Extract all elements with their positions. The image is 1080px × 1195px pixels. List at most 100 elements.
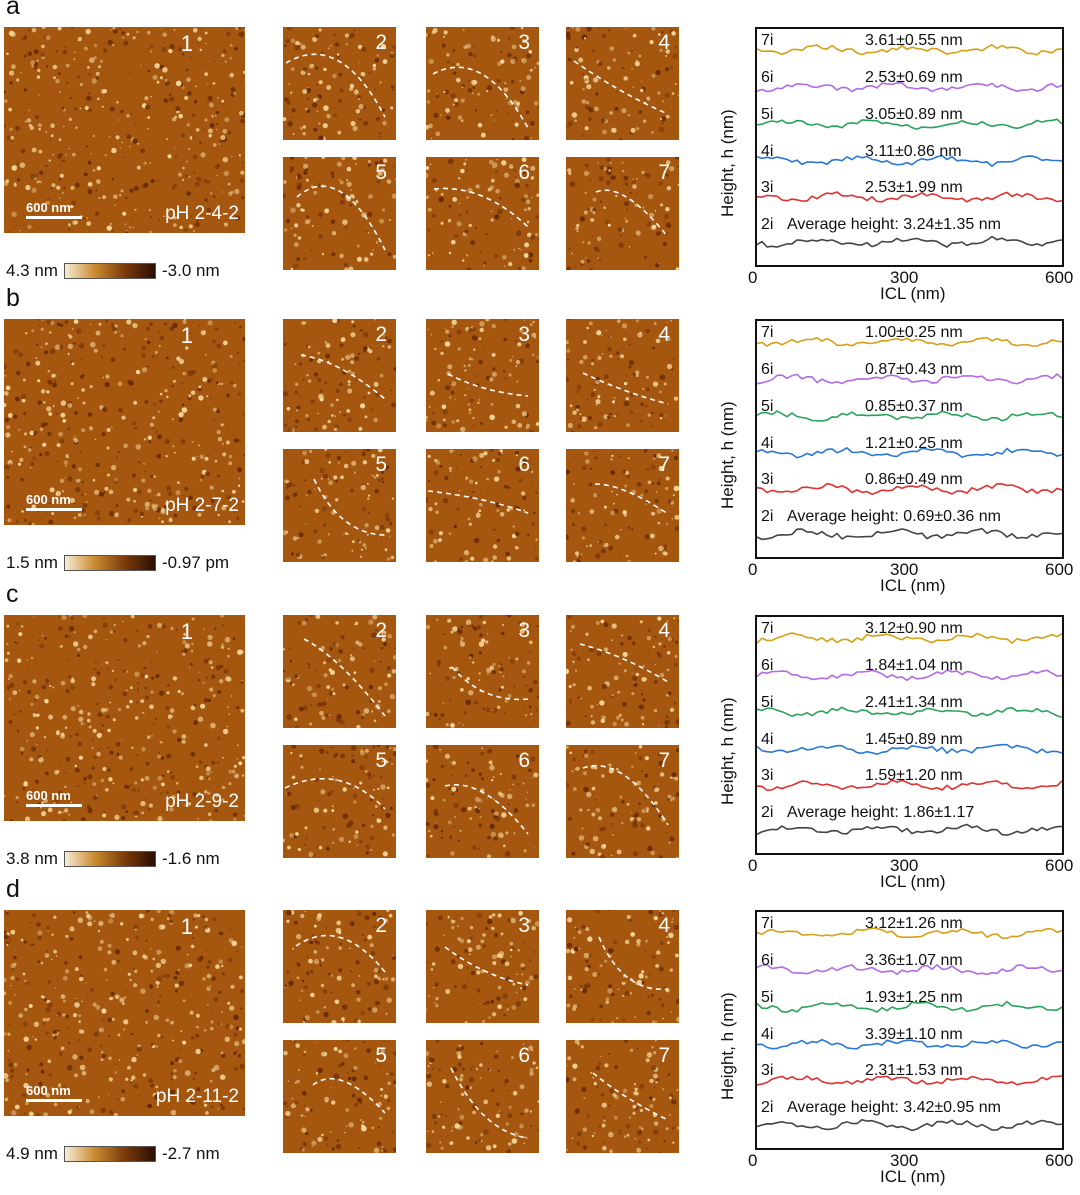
color-scale-gradient — [63, 263, 156, 279]
trace-height-value: 2.41±1.34 nm — [865, 694, 963, 711]
thumbnail-number: 4 — [658, 619, 670, 642]
trace-height-value: 1.93±1.25 nm — [865, 989, 963, 1006]
afm-main-image: 1 pH 2-7-2 600 nm — [4, 319, 245, 525]
afm-zoom-thumbnail: 2 — [283, 615, 396, 728]
y-axis-label: Height, h (nm) — [718, 992, 737, 1100]
thumbnail-number: 4 — [658, 31, 670, 54]
color-scale-min: -3.0 nm — [161, 261, 220, 280]
trace-label: 4i — [761, 1026, 774, 1043]
afm-main-image: 1 pH 2-11-2 600 nm — [4, 910, 245, 1116]
thumbnail-number: 6 — [518, 749, 530, 772]
trace-height-value: Average height: 3.42±0.95 nm — [787, 1099, 1001, 1116]
ph-label: pH 2-9-2 — [165, 791, 239, 812]
thumbnail-number: 5 — [375, 1044, 387, 1067]
panel-letter: a — [6, 0, 20, 20]
profile-line-7i — [757, 927, 1062, 940]
scale-bar-label: 600 nm — [26, 788, 71, 803]
scale-bar — [26, 216, 82, 219]
x-tick-label: 0 — [748, 560, 758, 579]
trace-height-value: 1.59±1.20 nm — [865, 767, 963, 784]
profile-traces — [757, 43, 1062, 248]
afm-zoom-thumbnail: 6 — [426, 1040, 539, 1153]
trace-label: 4i — [761, 143, 774, 160]
afm-zoom-thumbnail: 4 — [566, 910, 679, 1023]
profile-line-2i — [757, 235, 1062, 248]
thumbnail-number: 5 — [375, 749, 387, 772]
thumbnail-number: 5 — [375, 453, 387, 476]
profile-line-2i — [757, 823, 1062, 837]
panel-letter: c — [6, 580, 19, 608]
scale-bar — [26, 508, 82, 511]
image-number-label: 1 — [180, 914, 193, 939]
trace-height-value: 1.21±0.25 nm — [865, 435, 963, 452]
trace-height-value: 2.31±1.53 nm — [865, 1062, 963, 1079]
profile-traces — [757, 927, 1062, 1132]
trace-height-value: 3.11±0.86 nm — [865, 143, 962, 160]
trace-height-value: 0.86±0.49 nm — [865, 471, 963, 488]
afm-zoom-thumbnail: 6 — [426, 745, 539, 858]
thumbnail-number: 2 — [375, 619, 387, 642]
panel-letter: d — [6, 875, 20, 903]
profile-line-3i — [757, 1075, 1062, 1086]
trace-label: 7i — [761, 915, 774, 932]
trace-label: 6i — [761, 657, 774, 674]
profile-line-2i — [757, 527, 1062, 541]
profile-line-6i — [757, 373, 1062, 385]
color-scale: 1.5 nm -0.97 pm — [6, 553, 230, 572]
profile-line-4i — [757, 743, 1062, 756]
x-axis-label: ICL (nm) — [880, 1167, 946, 1186]
color-scale-max: 4.3 nm — [6, 261, 58, 280]
afm-zoom-thumbnail: 5 — [283, 1040, 396, 1153]
thumbnail-number: 4 — [658, 914, 670, 937]
thumbnail-number: 4 — [658, 323, 670, 346]
profile-line-6i — [757, 669, 1062, 682]
afm-zoom-thumbnail: 5 — [283, 449, 396, 562]
thumbnail-number: 2 — [375, 914, 387, 937]
x-tick-label: 300 — [890, 1151, 919, 1170]
x-tick-label: 300 — [890, 856, 919, 875]
trace-height-value: 0.85±0.37 nm — [865, 398, 963, 415]
afm-zoom-thumbnail: 3 — [426, 910, 539, 1023]
height-profile-plot: 7i 3.61±0.55 nm 6i 2.53±0.69 nm 5i 3.05±0.89 … — [755, 27, 1064, 267]
image-number-label: 1 — [180, 323, 193, 348]
x-tick-label: 300 — [890, 560, 919, 579]
afm-zoom-thumbnail: 6 — [426, 449, 539, 562]
afm-main-image: 1 pH 2-9-2 600 nm — [4, 615, 245, 821]
trace-label: 3i — [761, 767, 774, 784]
y-axis-label: Height, h (nm) — [718, 401, 737, 509]
trace-label: 7i — [761, 324, 774, 341]
profile-line-4i — [757, 446, 1062, 459]
trace-label: 2i — [761, 216, 774, 233]
trace-label: 7i — [761, 620, 774, 637]
afm-zoom-thumbnail: 2 — [283, 27, 396, 140]
thumbnail-number: 5 — [375, 161, 387, 184]
trace-label: 7i — [761, 32, 774, 49]
afm-zoom-thumbnail: 4 — [566, 319, 679, 432]
x-tick-label: 600 — [1045, 268, 1074, 287]
color-scale: 4.3 nm -3.0 nm — [6, 261, 220, 280]
trace-height-value: 3.05±0.89 nm — [865, 106, 963, 123]
trace-label: 3i — [761, 471, 774, 488]
height-profile-plot: 7i 3.12±1.26 nm 6i 3.36±1.07 nm 5i 1.93±1.25 … — [755, 910, 1064, 1150]
x-axis-label: ICL (nm) — [880, 872, 946, 891]
afm-zoom-thumbnail: 2 — [283, 910, 396, 1023]
color-scale-gradient — [63, 851, 156, 867]
thumbnail-number: 6 — [518, 453, 530, 476]
trace-height-value: 1.45±0.89 nm — [865, 731, 963, 748]
color-scale-min: -1.6 nm — [161, 849, 220, 868]
trace-label: 2i — [761, 1099, 774, 1116]
color-scale-min: -0.97 pm — [161, 553, 230, 572]
profile-traces — [757, 336, 1062, 541]
afm-zoom-thumbnail: 3 — [426, 615, 539, 728]
profile-traces — [757, 632, 1062, 837]
afm-main-image: 1 pH 2-4-2 600 nm — [4, 27, 245, 233]
trace-label: 5i — [761, 989, 774, 1006]
y-axis-label: Height, h (nm) — [718, 697, 737, 805]
thumbnail-number: 3 — [518, 31, 530, 54]
trace-height-value: 3.12±1.26 nm — [865, 915, 963, 932]
afm-zoom-thumbnail: 5 — [283, 745, 396, 858]
trace-label: 3i — [761, 179, 774, 196]
afm-zoom-thumbnail: 7 — [566, 157, 679, 270]
trace-height-value: 3.39±1.10 nm — [865, 1026, 963, 1043]
profile-line-7i — [757, 632, 1062, 645]
